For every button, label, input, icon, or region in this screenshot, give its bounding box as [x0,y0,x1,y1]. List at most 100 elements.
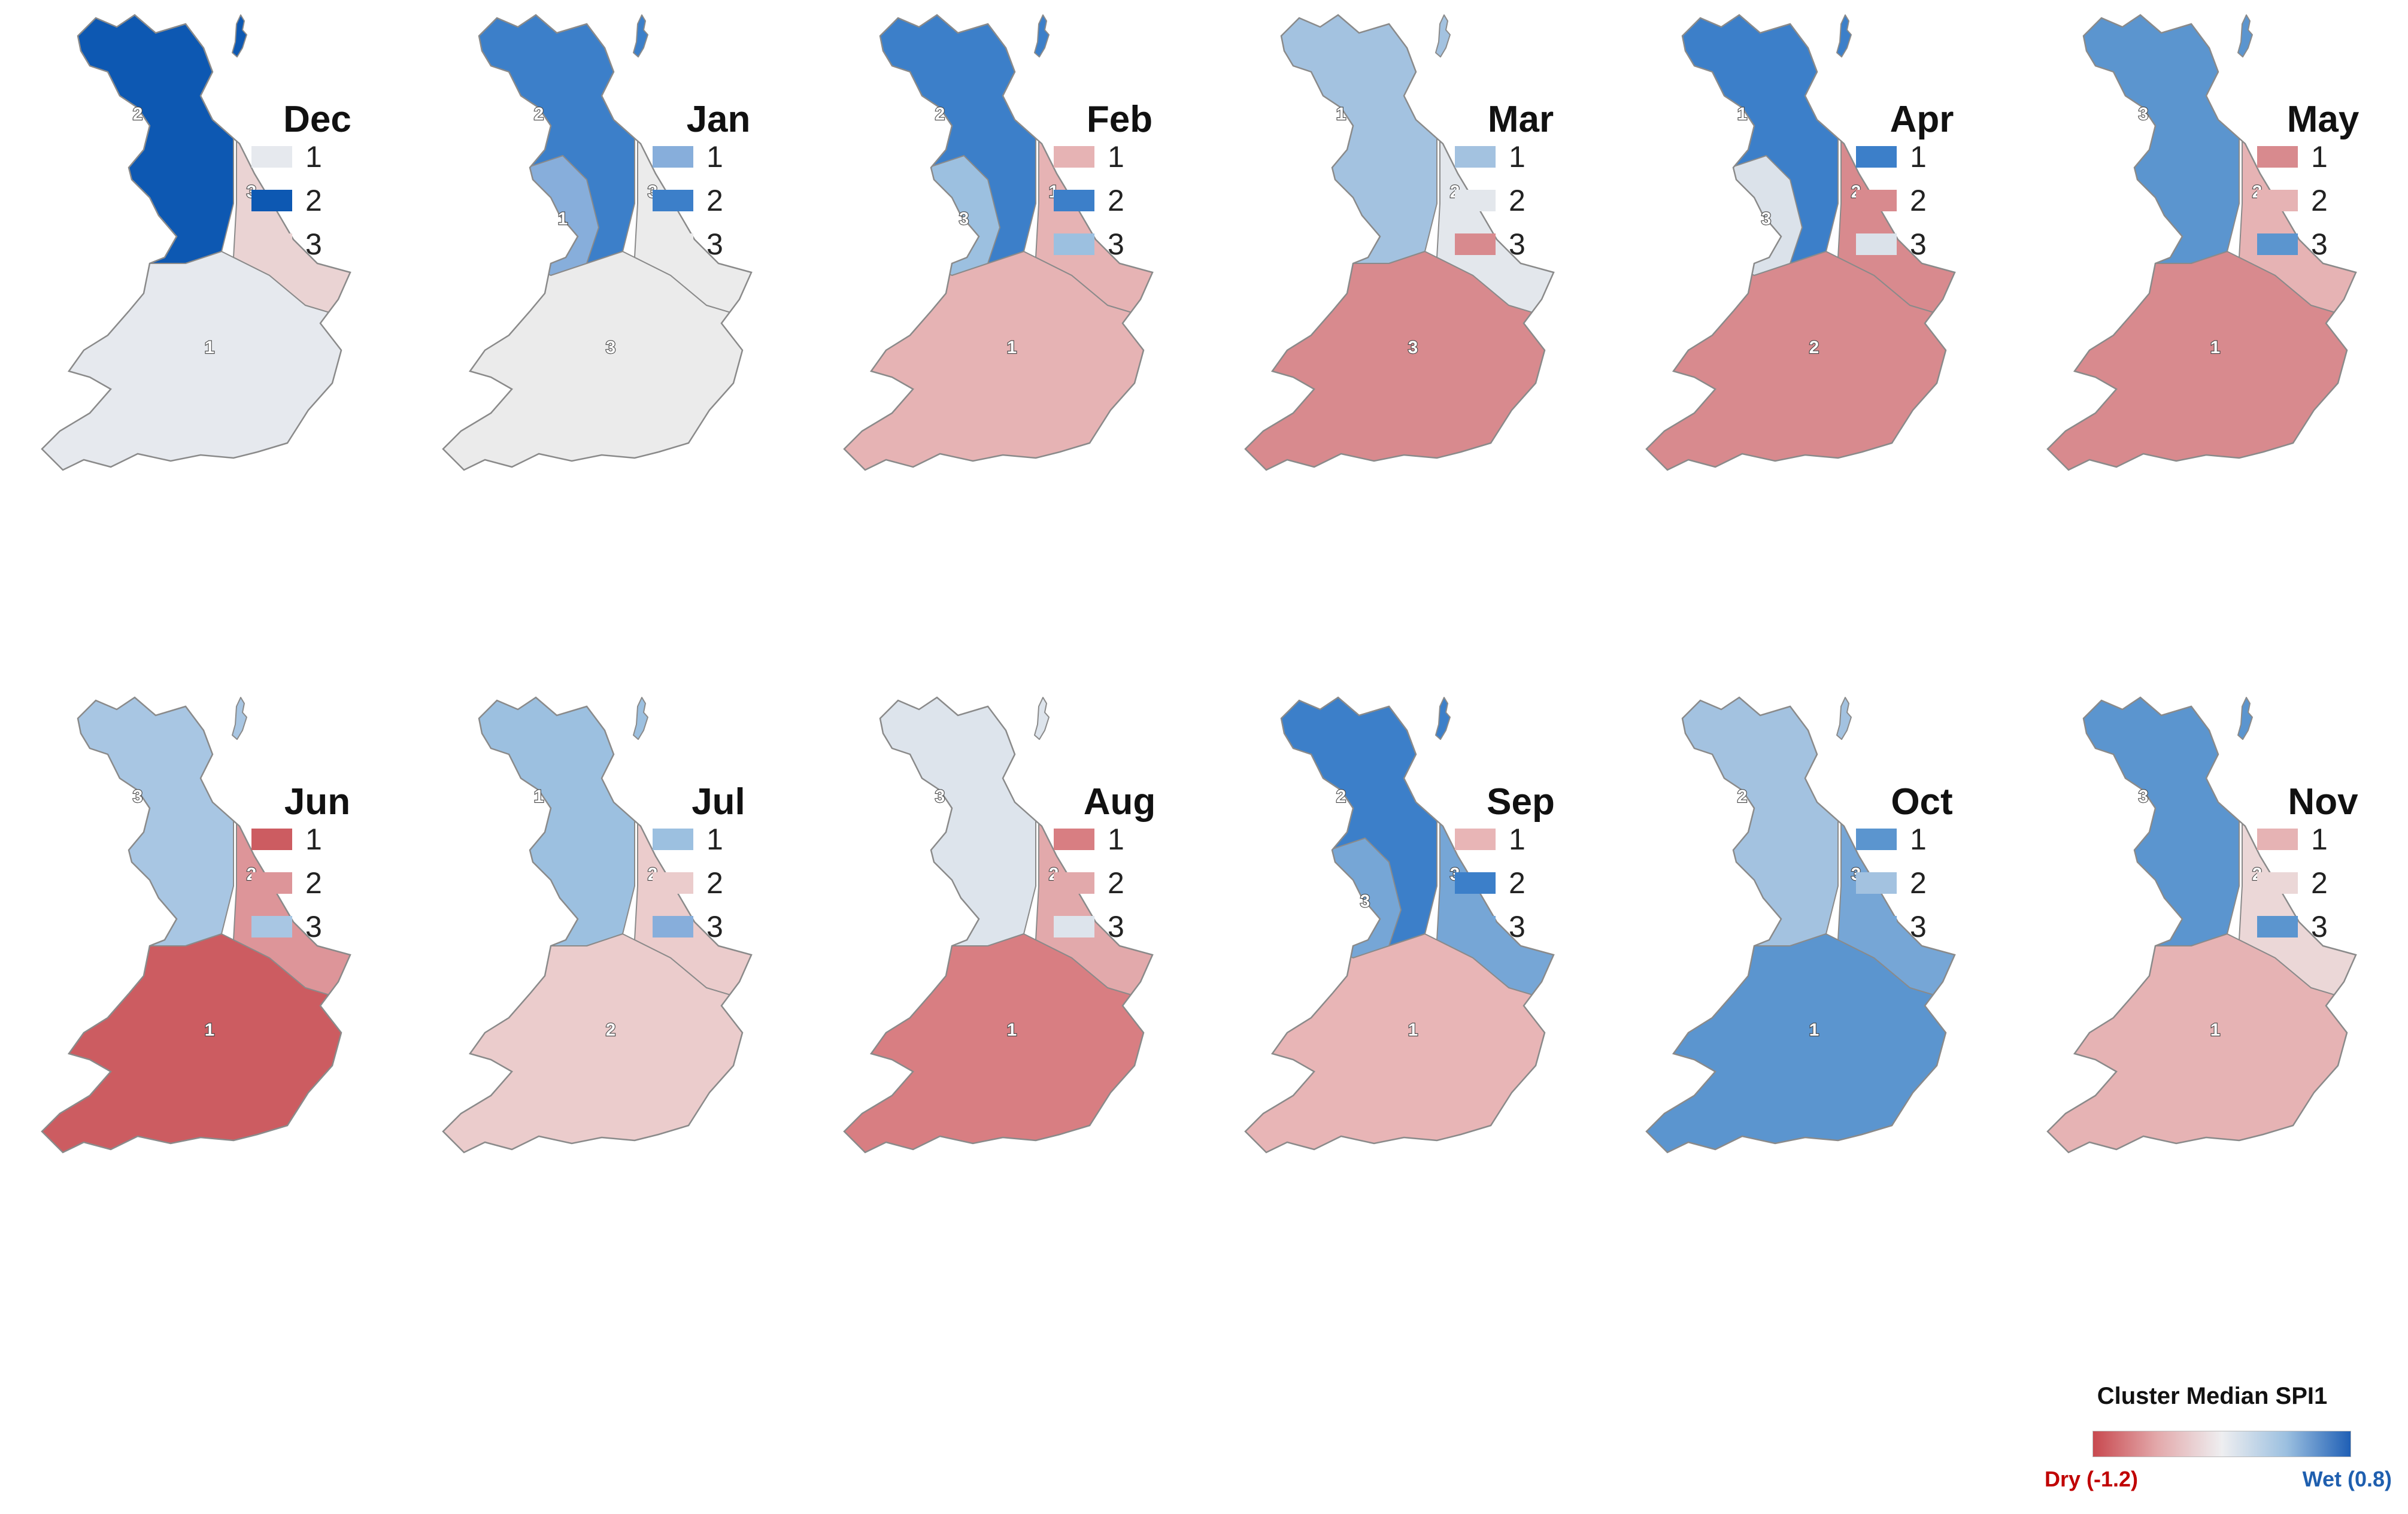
legend-swatch [1455,829,1496,850]
region-north [1245,697,1437,958]
shetland-shape [232,14,247,57]
shetland-shape [633,14,648,57]
cluster-label-south: 1 [1007,1020,1017,1040]
cluster-label-north: 2 [133,104,143,124]
shetland-shape [1034,697,1050,740]
legend-label: 2 [1108,866,1124,900]
legend-swatch [251,872,292,894]
region-north [443,697,635,958]
cluster-label-south: 1 [2210,1020,2221,1040]
legend-label: 3 [2311,227,2328,261]
legend-label: 3 [1509,910,1526,943]
legend-label: 3 [305,910,322,943]
region-north [1646,697,1839,958]
legend-swatch [1054,829,1094,850]
cluster-label-south: 1 [1809,1020,1819,1040]
cluster-label-north: 2 [1737,787,1748,806]
legend-label: 1 [1108,823,1124,856]
cluster-label-north: 2 [534,104,544,124]
region-north [42,697,234,958]
legend-label: 2 [305,866,322,900]
map-panel-nov: 321Nov123 [2046,696,2358,1154]
colorbar-dry-label: Dry (-1.2) [2045,1467,2139,1491]
legend-swatch [2257,872,2298,894]
map-panel-feb: 2113Feb123 [843,14,1154,471]
map-panel-oct: 231Oct123 [1645,696,1956,1154]
legend-label: 2 [1108,184,1124,217]
panel-title: Jun [284,781,350,823]
legend-swatch [1054,190,1094,211]
legend-swatch [1455,146,1496,168]
legend-label: 3 [1910,227,1927,261]
legend-label: 3 [706,227,723,261]
map-panel-sep: 2313Sep123 [1244,696,1555,1154]
cluster-label-west: 3 [1761,209,1772,229]
map-panel-jul: 122Jul123 [442,696,753,1154]
shetland-shape [1435,697,1451,740]
panel-title: Sep [1487,781,1555,823]
legend-label: 2 [1910,866,1927,900]
legend-swatch [1856,146,1897,168]
legend-label: 2 [305,184,322,217]
shetland-shape [2237,14,2253,57]
legend-label: 1 [305,140,322,174]
cluster-label-north: 1 [1737,104,1748,124]
legend-label: 2 [2311,866,2328,900]
colorbar-legend: Cluster Median SPI1 Dry (-1.2) Wet (0.8) [2033,1383,2392,1503]
cluster-label-north: 1 [534,787,544,806]
cluster-label-north: 3 [133,787,143,806]
legend-swatch [653,146,693,168]
legend-swatch [1455,872,1496,894]
legend-swatch [653,190,693,211]
map-panel-dec: 231Dec123 [41,14,351,471]
cluster-label-south: 1 [205,1020,215,1040]
panel-title: Dec [283,99,351,140]
legend-swatch [251,916,292,937]
legend-label: 2 [1910,184,1927,217]
cluster-label-north: 2 [935,104,945,124]
legend-swatch [1455,233,1496,255]
legend-swatch [251,233,292,255]
panel-title: Jul [692,781,745,823]
map-panel-mar: 123Mar123 [1244,14,1555,471]
legend-label: 1 [706,823,723,856]
legend-swatch [2257,190,2298,211]
legend-swatch [1054,233,1094,255]
legend-label: 2 [706,184,723,217]
map-panel-apr: 1223Apr123 [1645,14,1956,471]
shetland-shape [232,697,247,740]
colorbar-wet-label: Wet (0.8) [2302,1467,2392,1491]
legend-label: 2 [1509,866,1526,900]
legend-label: 3 [706,910,723,943]
legend-swatch [1054,146,1094,168]
legend-label: 3 [1509,227,1526,261]
legend-label: 1 [1509,140,1526,174]
map-panel-may: 321May123 [2046,14,2360,471]
cluster-label-south: 1 [205,338,215,357]
legend-swatch [653,916,693,937]
legend-swatch [251,829,292,850]
legend-swatch [1856,829,1897,850]
map-panel-jun: 321Jun123 [41,696,351,1154]
legend-swatch [251,146,292,168]
legend-label: 3 [2311,910,2328,943]
legend-label: 1 [1910,823,1927,856]
cluster-label-west: 3 [959,209,969,229]
legend-label: 3 [1910,910,1927,943]
legend-label: 1 [2311,823,2328,856]
cluster-label-north: 2 [1336,787,1346,806]
legend-swatch [2257,146,2298,168]
cluster-label-north: 3 [935,787,945,806]
legend-swatch [1054,872,1094,894]
legend-swatch [653,829,693,850]
shetland-shape [1034,14,1050,57]
legend-swatch [1455,916,1496,937]
legend-label: 1 [305,823,322,856]
shetland-shape [633,697,648,740]
shetland-shape [1836,697,1852,740]
panel-title: May [2287,99,2360,140]
panel-title: Jan [687,99,751,140]
legend-swatch [653,233,693,255]
legend-swatch [251,190,292,211]
colorbar-title: Cluster Median SPI1 [2097,1383,2328,1409]
